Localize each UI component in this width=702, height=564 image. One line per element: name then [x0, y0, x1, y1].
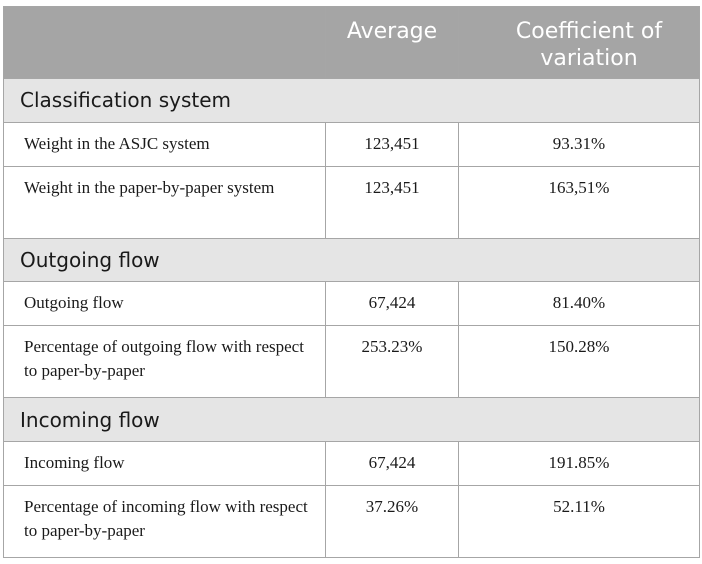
table-row: Percentage of outgoing flow with respect…	[3, 325, 700, 399]
row-label: Percentage of outgoing flow with respect…	[3, 325, 326, 399]
section-title: Classification system	[3, 78, 700, 123]
section-title: Incoming flow	[3, 397, 700, 443]
row-cv: 52.11%	[458, 484, 700, 559]
header-average: Average	[325, 6, 459, 79]
row-label: Outgoing flow	[3, 281, 326, 327]
section-header-incoming: Incoming flow	[3, 397, 700, 443]
row-average: 67,424	[325, 441, 459, 486]
table-row: Incoming flow 67,424 191.85%	[3, 441, 700, 486]
row-average: 37.26%	[325, 484, 459, 559]
row-label: Weight in the paper-by-paper system	[3, 165, 326, 239]
table-row: Outgoing flow 67,424 81.40%	[3, 281, 700, 327]
section-title: Outgoing flow	[3, 237, 700, 283]
header-coefficient-of-variation: Coefficient of variation	[458, 6, 700, 79]
table-row: Percentage of incoming flow with respect…	[3, 484, 700, 559]
section-header-outgoing: Outgoing flow	[3, 237, 700, 283]
row-cv: 81.40%	[458, 281, 700, 327]
header-row: Average Coefficient of variation	[3, 6, 700, 79]
section-header-classification: Classification system	[3, 78, 700, 123]
table-row: Weight in the ASJC system 123,451 93.31%	[3, 121, 700, 167]
row-average: 123,451	[325, 165, 459, 239]
row-cv: 150.28%	[458, 325, 700, 399]
statistics-table: Average Coefficient of variation Classif…	[3, 6, 700, 559]
row-label: Incoming flow	[3, 441, 326, 486]
row-average: 67,424	[325, 281, 459, 327]
row-average: 253.23%	[325, 325, 459, 399]
row-cv: 191.85%	[458, 441, 700, 486]
row-label: Percentage of incoming flow with respect…	[3, 484, 326, 559]
row-cv: 93.31%	[458, 121, 700, 167]
header-empty-cell	[3, 6, 326, 79]
row-cv: 163,51%	[458, 165, 700, 239]
table-row: Weight in the paper-by-paper system 123,…	[3, 165, 700, 239]
row-label: Weight in the ASJC system	[3, 121, 326, 167]
row-average: 123,451	[325, 121, 459, 167]
